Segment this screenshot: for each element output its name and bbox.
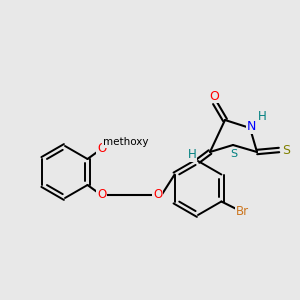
Text: Br: Br <box>236 205 249 218</box>
Text: O: O <box>209 89 219 103</box>
Text: O: O <box>97 188 106 202</box>
Text: O: O <box>97 142 106 155</box>
Text: H: H <box>188 148 196 161</box>
Text: O: O <box>153 188 162 202</box>
Text: H: H <box>258 110 266 124</box>
Text: N: N <box>246 121 256 134</box>
Text: S: S <box>230 149 238 159</box>
Text: methoxy: methoxy <box>103 137 148 147</box>
Text: S: S <box>282 143 290 157</box>
